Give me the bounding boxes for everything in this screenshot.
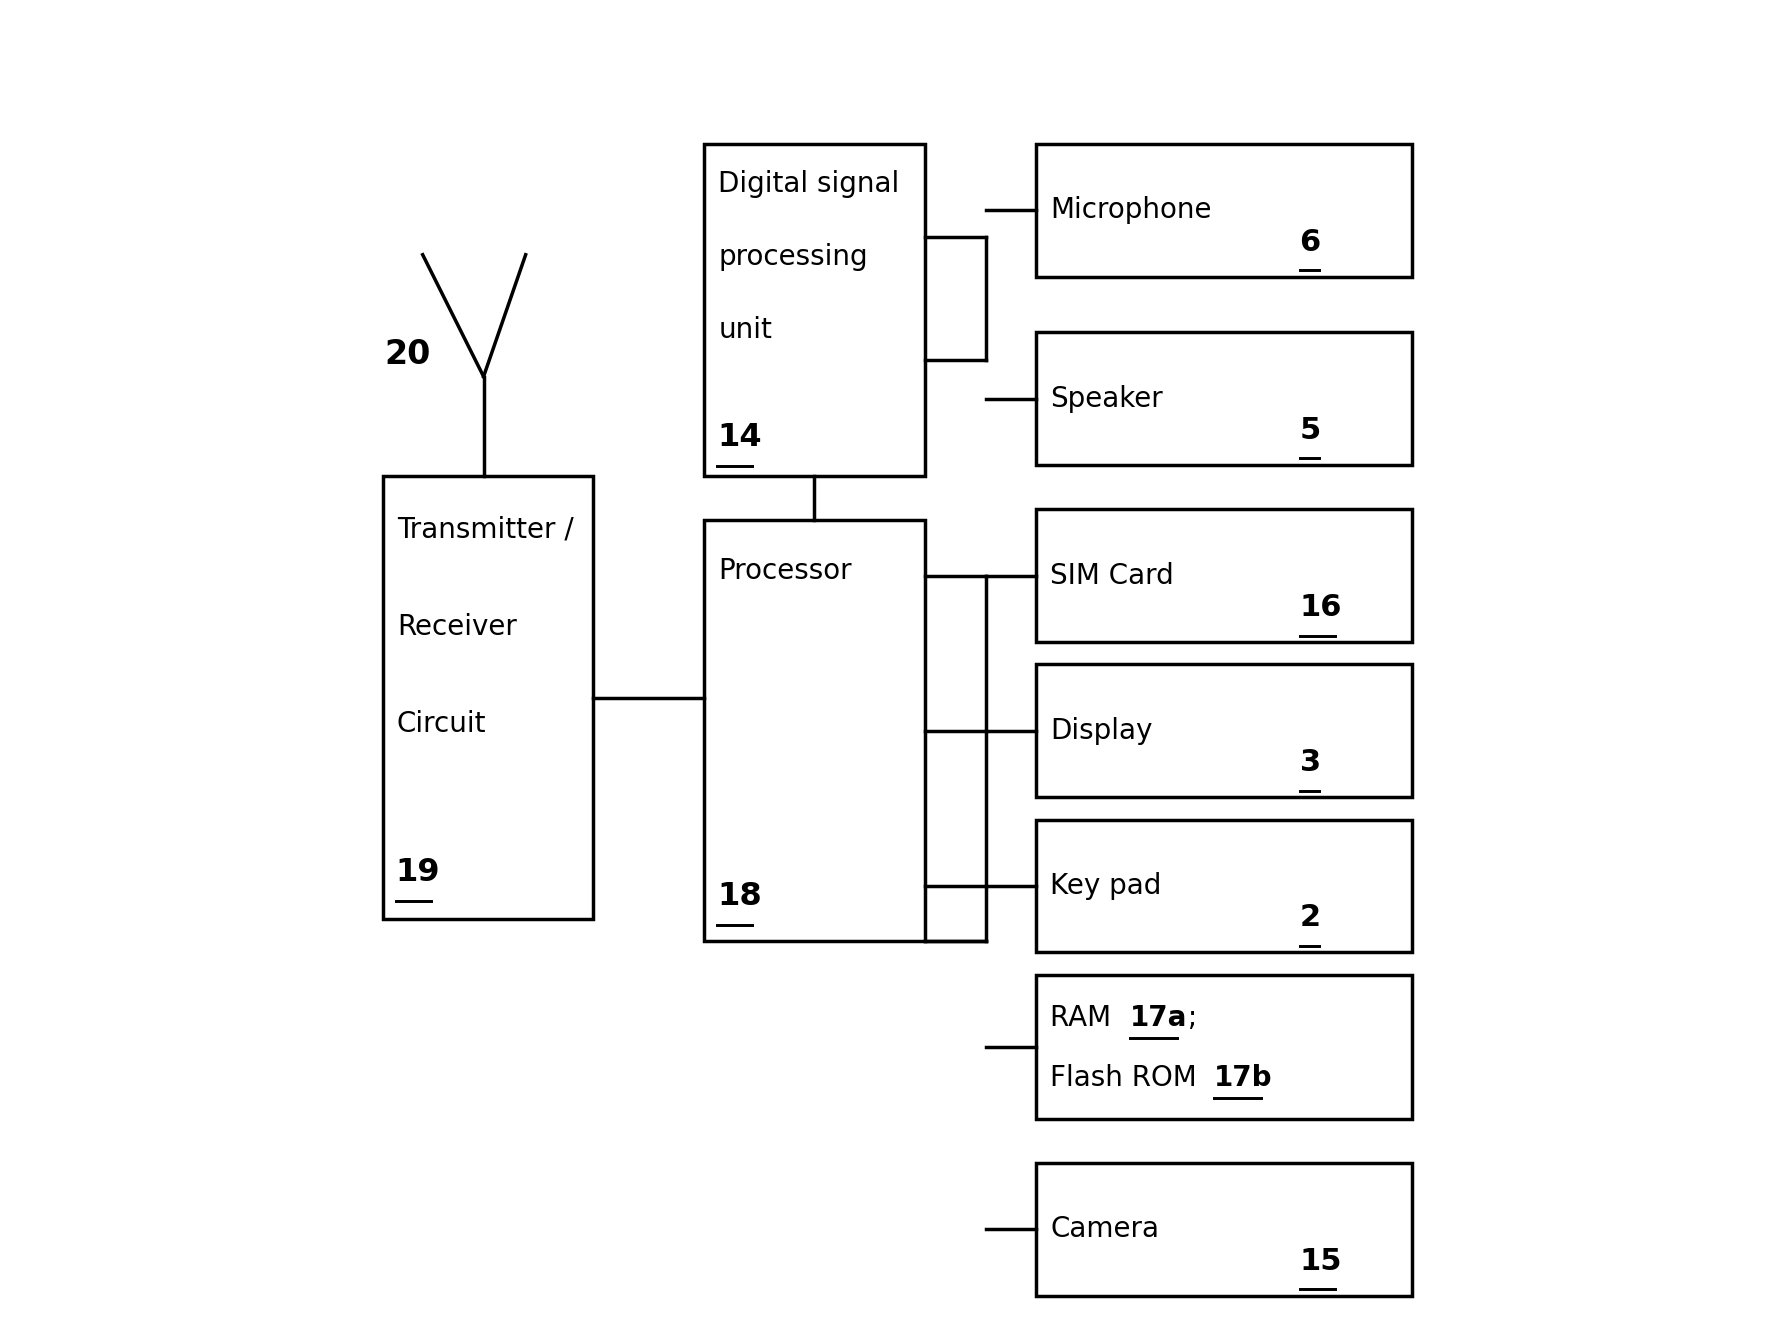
FancyBboxPatch shape	[1037, 509, 1413, 642]
Text: Key pad: Key pad	[1051, 872, 1161, 900]
Text: 19: 19	[396, 858, 441, 888]
FancyBboxPatch shape	[1037, 820, 1413, 953]
Text: 3: 3	[1299, 749, 1320, 777]
Text: SIM Card: SIM Card	[1051, 561, 1174, 590]
Text: 17a: 17a	[1129, 1004, 1188, 1032]
Text: 17b: 17b	[1215, 1064, 1272, 1092]
Text: Display: Display	[1051, 717, 1152, 745]
FancyBboxPatch shape	[1037, 1163, 1413, 1296]
Text: Circuit: Circuit	[398, 710, 487, 738]
FancyBboxPatch shape	[1037, 665, 1413, 797]
FancyBboxPatch shape	[703, 143, 926, 476]
Text: Camera: Camera	[1051, 1215, 1160, 1244]
Text: 5: 5	[1299, 417, 1320, 445]
Text: 15: 15	[1299, 1246, 1342, 1276]
Text: 2: 2	[1299, 903, 1320, 933]
Text: 18: 18	[717, 880, 762, 911]
FancyBboxPatch shape	[703, 520, 926, 941]
Text: 20: 20	[384, 338, 430, 371]
FancyBboxPatch shape	[1037, 143, 1413, 277]
Text: Digital signal: Digital signal	[719, 170, 899, 198]
Text: processing: processing	[719, 243, 867, 271]
Text: unit: unit	[719, 316, 772, 344]
Text: 16: 16	[1299, 594, 1342, 622]
Text: 14: 14	[717, 422, 762, 453]
Text: Speaker: Speaker	[1051, 385, 1163, 413]
FancyBboxPatch shape	[1037, 332, 1413, 465]
Text: Processor: Processor	[719, 557, 851, 586]
Text: Microphone: Microphone	[1051, 197, 1211, 224]
Text: Flash ROM: Flash ROM	[1051, 1064, 1224, 1092]
FancyBboxPatch shape	[1037, 974, 1413, 1119]
FancyBboxPatch shape	[382, 476, 592, 919]
Text: 6: 6	[1299, 228, 1320, 257]
Text: ;: ;	[1179, 1004, 1197, 1032]
Text: Receiver: Receiver	[398, 612, 517, 641]
Text: Transmitter /: Transmitter /	[398, 516, 574, 543]
Text: RAM: RAM	[1051, 1004, 1138, 1032]
